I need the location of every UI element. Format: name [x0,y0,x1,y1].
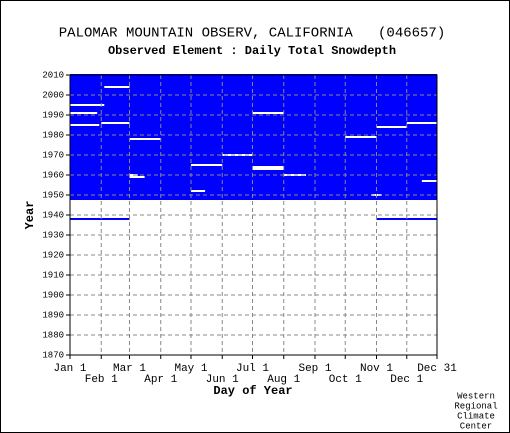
missing-period [252,112,284,114]
x-tick-label: Mar 1 [113,363,146,375]
y-tick-label: 1920 [42,250,64,260]
x-tick-label: Jun 1 [206,374,239,386]
credit: Center [460,421,492,431]
x-tick-label: Aug 1 [267,374,300,386]
y-tick-label: 1870 [42,350,64,360]
y-tick-label: 1900 [42,290,64,300]
missing-period [70,124,100,126]
missing-period [190,190,206,192]
y-tick-label: 1880 [42,330,64,340]
missing-period [345,136,377,138]
missing-period [70,104,105,106]
y-tick-label: 1950 [42,190,64,200]
plot-frame [69,74,438,356]
y-tick-label: 1930 [42,230,64,240]
missing-period [406,122,437,124]
x-tick-label: Dec 31 [417,363,457,375]
observed-period [70,218,130,220]
x-tick-label: Oct 1 [329,374,362,386]
missing-period [104,86,130,88]
missing-period [70,112,98,114]
observed-period [70,74,253,200]
y-tick-label: 1910 [42,270,64,280]
missing-period [222,154,253,156]
x-tick-label: Apr 1 [144,374,177,386]
y-tick-label: 1890 [42,310,64,320]
missing-period [190,164,223,166]
x-tick-label: May 1 [174,363,207,375]
x-tick-label: Jul 1 [236,363,269,375]
missing-period [376,126,407,128]
missing-period [421,180,437,182]
observed-period [252,74,437,200]
x-tick-label: Sep 1 [298,363,331,375]
x-tick-label: Feb 1 [85,374,118,386]
chart-subtitle: Observed Element : Daily Total Snowdepth [108,44,396,58]
credit: Western [457,391,495,401]
y-tick-label: 2010 [42,70,64,80]
y-tick-label: 2000 [42,90,64,100]
y-tick-label: 1990 [42,110,64,120]
y-tick-label: 1980 [42,130,64,140]
x-tick-label: Dec 1 [390,374,423,386]
credit: Climate [457,411,495,421]
missing-period [101,122,130,124]
x-tick-label: Jan 1 [53,363,86,375]
x-axis-label: Day of Year [213,384,292,398]
y-tick-label: 1940 [42,210,64,220]
missing-period [129,176,145,178]
y-tick-label: 1960 [42,170,64,180]
y-tick-label: 1970 [42,150,64,160]
missing-period [252,166,284,170]
missing-period [129,138,161,140]
credit: Regional [454,401,497,411]
y-axis-label: Year [23,201,37,230]
x-tick-label: Nov 1 [360,363,393,375]
chart-title: PALOMAR MOUNTAIN OBSERV, CALIFORNIA (046… [59,26,445,42]
